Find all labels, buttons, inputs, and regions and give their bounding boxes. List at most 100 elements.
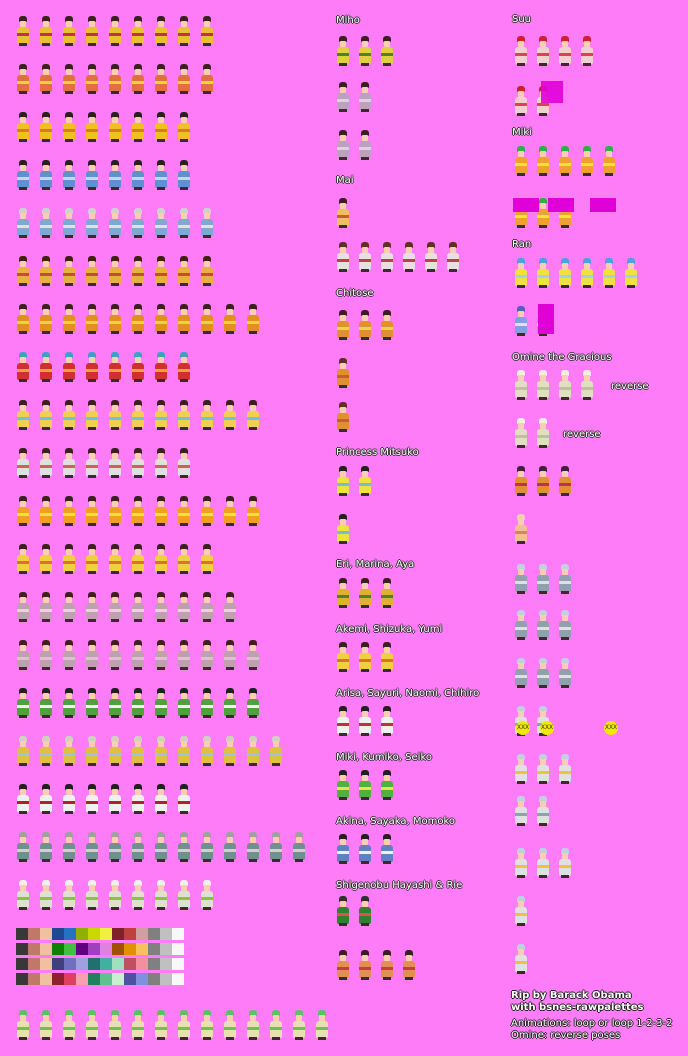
sprite-face xyxy=(227,597,233,603)
sprite-face xyxy=(181,261,187,267)
sprite-hair xyxy=(517,706,525,712)
sprite-sash xyxy=(381,595,393,598)
sprite-face xyxy=(181,309,187,315)
character-sprite xyxy=(85,784,99,814)
sprite-hair xyxy=(111,640,119,646)
sprite-feet xyxy=(561,63,569,66)
character-sprite xyxy=(358,770,372,800)
sprite-row xyxy=(514,748,580,784)
character-sprite xyxy=(131,304,145,334)
sprite-sash xyxy=(86,321,98,324)
sprite-feet xyxy=(539,173,547,176)
sprite-sash xyxy=(515,275,527,278)
sprite-face xyxy=(112,693,118,699)
character-sprite xyxy=(223,688,237,718)
sprite-face xyxy=(112,549,118,555)
sprite-hair xyxy=(539,796,547,802)
sprite-face xyxy=(66,69,72,75)
sprite-hair xyxy=(157,160,165,166)
sprite-face xyxy=(89,213,95,219)
sprite-sash xyxy=(515,961,527,964)
sprite-hair xyxy=(539,370,547,376)
sprite-hair xyxy=(88,592,96,598)
sprite-hair xyxy=(361,770,369,776)
sprite-sash xyxy=(224,417,236,420)
sprite-feet xyxy=(134,763,142,766)
character-sprite xyxy=(39,448,53,478)
sprite-feet xyxy=(65,187,73,190)
character-sprite xyxy=(336,834,350,864)
sprite-sash xyxy=(40,609,52,612)
sprite-sash xyxy=(132,849,144,852)
sprite-hair xyxy=(339,642,347,648)
character-sprite xyxy=(131,784,145,814)
sprite-hair xyxy=(539,198,547,204)
palette-swatch xyxy=(112,928,124,940)
sprite-sash xyxy=(559,53,571,56)
sprite-sash xyxy=(178,513,190,516)
sprite-feet xyxy=(517,685,525,688)
character-sprite xyxy=(602,146,616,176)
character-sprite xyxy=(108,832,122,862)
sprite-feet xyxy=(111,715,119,718)
sprite-sash xyxy=(63,609,75,612)
sprite-face xyxy=(518,423,524,429)
character-sprite xyxy=(336,642,350,672)
sprite-sash xyxy=(337,483,349,486)
sprite-sash xyxy=(109,657,121,660)
character-sprite xyxy=(39,352,53,382)
sprite-hair xyxy=(157,304,165,310)
sprite-feet xyxy=(203,763,211,766)
character-sprite xyxy=(177,64,191,94)
sprite-row xyxy=(16,538,223,574)
sprite-hair xyxy=(339,896,347,902)
sprite-hair xyxy=(539,418,547,424)
sprite-row xyxy=(16,730,292,766)
sprite-face xyxy=(227,309,233,315)
character-sprite xyxy=(223,640,237,670)
sprite-feet xyxy=(19,283,27,286)
sprite-hair xyxy=(134,160,142,166)
character-sprite xyxy=(85,640,99,670)
sprite-face xyxy=(112,741,118,747)
sprite-feet xyxy=(111,139,119,142)
character-sprite xyxy=(200,208,214,238)
sprite-feet xyxy=(361,923,369,926)
sprite-row xyxy=(16,394,269,430)
character-sprite xyxy=(108,640,122,670)
character-sprite xyxy=(358,834,372,864)
character-sprite xyxy=(536,610,550,640)
sprite-hair xyxy=(249,832,257,838)
sprite-sash xyxy=(178,849,190,852)
sprite-face xyxy=(135,837,141,843)
sprite-feet xyxy=(249,667,257,670)
sprite-feet xyxy=(226,619,234,622)
character-sprite xyxy=(131,160,145,190)
sprite-feet xyxy=(226,523,234,526)
sprite-hair xyxy=(19,832,27,838)
sprite-sash xyxy=(359,787,371,790)
sprite-feet xyxy=(157,571,165,574)
sprite-sash xyxy=(155,657,167,660)
sprite-hair xyxy=(157,400,165,406)
sprite-face xyxy=(518,519,524,525)
sprite-sash xyxy=(359,723,371,726)
sprite-row xyxy=(16,106,200,142)
sprite-hair xyxy=(517,754,525,760)
sprite-hair xyxy=(561,658,569,664)
sprite-sash xyxy=(537,275,549,278)
character-sprite xyxy=(108,880,122,910)
xxx-marker-2: XXX xyxy=(540,721,554,735)
sprite-feet xyxy=(583,63,591,66)
character-sprite xyxy=(154,448,168,478)
sprite-sash xyxy=(63,897,75,900)
sprite-sash xyxy=(201,33,213,36)
sprite-hair xyxy=(180,304,188,310)
sprite-face xyxy=(181,69,187,75)
character-sprite xyxy=(62,736,76,766)
label-arisa-sayuri-naomi-chihiro: Arisa, Sayuri, Naomi, Chihiro xyxy=(336,688,480,699)
sprite-face xyxy=(204,645,210,651)
sprite-face xyxy=(66,885,72,891)
sprite-feet xyxy=(157,1037,165,1040)
sprite-feet xyxy=(180,859,188,862)
